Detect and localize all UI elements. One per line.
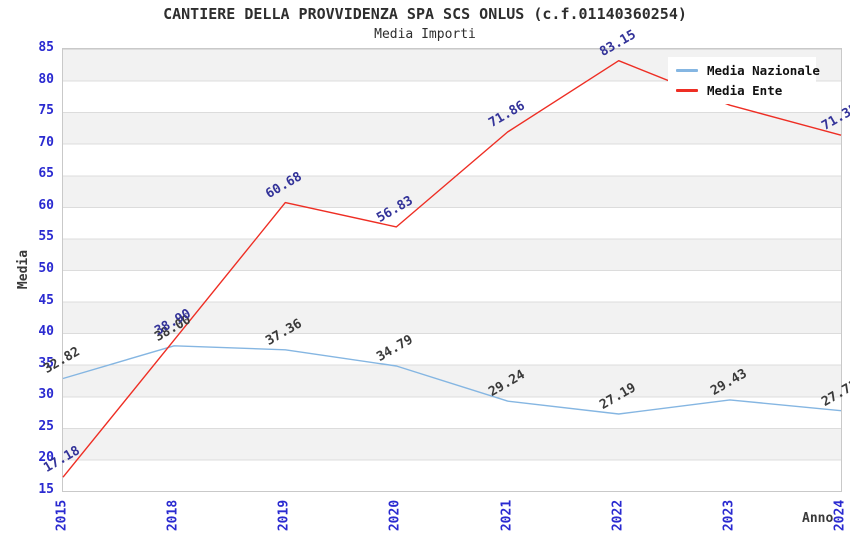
chart-subtitle: Media Importi <box>374 27 476 42</box>
legend-swatch-ente <box>676 89 698 93</box>
x-tick-label-2023: 2023 <box>721 499 737 532</box>
x-tick-label-2018: 2018 <box>165 499 181 532</box>
y-tick-label-60: 60 <box>38 197 54 213</box>
y-tick-label-30: 30 <box>38 387 54 403</box>
x-tick-label-2020: 2020 <box>387 499 403 532</box>
series-line-1 <box>62 59 842 478</box>
x-tick-label-2019: 2019 <box>276 499 292 532</box>
chart-title: CANTIERE DELLA PROVVIDENZA SPA SCS ONLUS… <box>163 5 687 23</box>
legend-label: Media Ente <box>707 83 783 99</box>
plot-area: 32.82 38.00 37.36 34.79 29.24 27.19 29.43 27.71… <box>41 27 850 492</box>
x-tick-label-2021: 2021 <box>499 499 515 532</box>
y-tick-label-80: 80 <box>38 71 54 87</box>
legend-swatch-nazionale <box>676 68 698 72</box>
y-tick-label-75: 75 <box>38 103 54 119</box>
y-axis-title: Media <box>16 249 32 290</box>
x-tick-label-2024: 2024 <box>832 499 848 532</box>
y-tick-label-85: 85 <box>38 40 54 55</box>
y-tick-label-20: 20 <box>38 450 54 466</box>
y-tick-label-35: 35 <box>38 355 54 371</box>
legend-box: Media Nazionale Media Ente <box>668 57 820 104</box>
y-tick-label-70: 70 <box>38 134 54 150</box>
y-tick-label-25: 25 <box>38 418 54 434</box>
series-line-0 <box>62 345 842 415</box>
y-tick-label-65: 65 <box>38 166 54 182</box>
y-tick-label-15: 15 <box>38 482 54 497</box>
y-tick-label-55: 55 <box>38 229 54 245</box>
y-tick-label-40: 40 <box>38 324 54 340</box>
x-axis-title: Anno <box>802 511 834 526</box>
x-tick-label-2015: 2015 <box>54 499 70 532</box>
y-tick-label-45: 45 <box>38 292 54 308</box>
series-lines-svg <box>62 59 842 478</box>
x-tick-label-2022: 2022 <box>610 499 626 532</box>
legend-item-media-nazionale: Media Nazionale <box>676 63 820 78</box>
legend-label: Media Nazionale <box>707 62 820 78</box>
legend-item-media-ente: Media Ente <box>676 83 816 98</box>
y-tick-label-50: 50 <box>38 261 54 276</box>
